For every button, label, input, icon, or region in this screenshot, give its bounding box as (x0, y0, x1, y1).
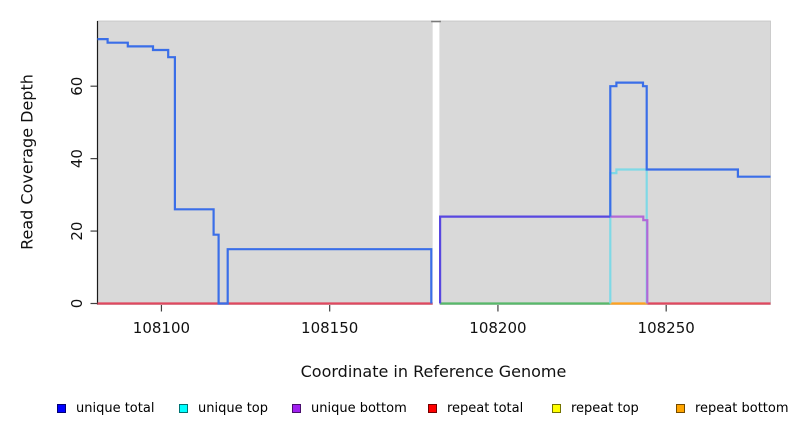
y-tick-label: 20 (68, 222, 86, 241)
legend: unique total unique top unique bottom repea… (0, 398, 792, 424)
y-tick-label: 40 (68, 149, 86, 168)
legend-label: unique top (198, 401, 269, 416)
x-tick-label: 108200 (469, 319, 526, 337)
x-axis-title: Coordinate in Reference Genome (300, 362, 567, 381)
no-data-gap-band (432, 20, 440, 309)
legend-swatch-repeat-total (428, 404, 437, 413)
y-axis-title: Read Coverage Depth (17, 74, 37, 250)
y-tick-label: 60 (68, 77, 86, 96)
legend-label: repeat total (447, 401, 524, 416)
x-tick-label: 108100 (133, 319, 190, 337)
legend-label: unique total (76, 401, 155, 416)
y-tick-label: 0 (68, 299, 86, 309)
legend-label: repeat bottom (695, 401, 789, 416)
series-unique-bottom (610, 215, 649, 304)
legend-swatch-unique-bottom (292, 404, 301, 413)
legend-label: unique bottom (311, 401, 407, 416)
series-unique-total-plus-bottom-overlap (439, 215, 611, 304)
legend-swatch-unique-top (179, 404, 188, 413)
series-unique-total (609, 81, 771, 217)
legend-swatch-unique-total (57, 404, 66, 413)
x-tick-label: 108150 (301, 319, 358, 337)
legend-swatch-repeat-bottom (676, 404, 685, 413)
legend-swatch-repeat-top (552, 404, 561, 413)
series-unique-total (97, 37, 433, 305)
legend-label: repeat top (571, 401, 639, 416)
x-tick-label: 108250 (638, 319, 695, 337)
